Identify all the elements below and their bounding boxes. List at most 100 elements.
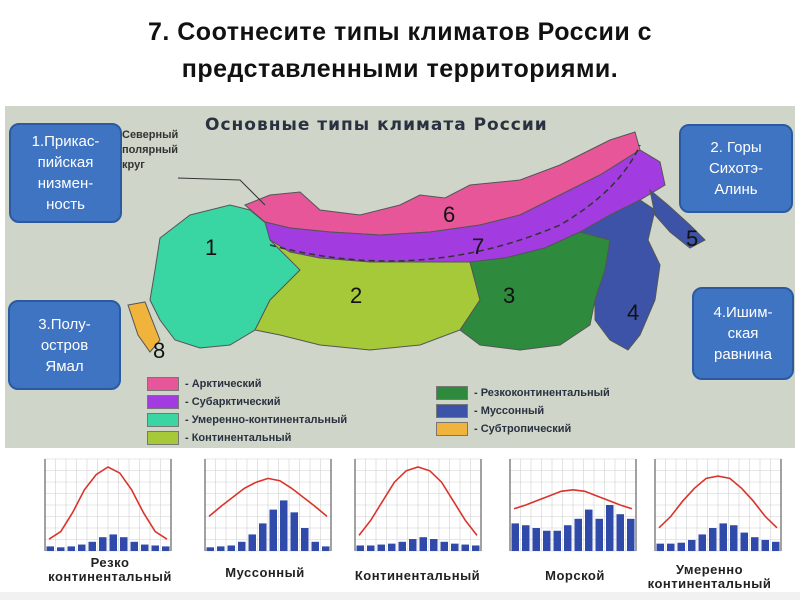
precip-bar — [564, 525, 572, 551]
precip-bar — [472, 545, 480, 551]
precip-bar — [677, 542, 685, 551]
precip-bar — [522, 525, 530, 551]
precip-bar — [430, 539, 438, 551]
region-continental — [254, 239, 481, 351]
climate-chart-2 — [204, 458, 332, 552]
climate-chart-5 — [654, 458, 782, 552]
precip-bar — [322, 546, 330, 551]
callout-2-line2: Сихотэ- — [708, 160, 764, 177]
precip-bar — [269, 509, 277, 551]
map-number-3: 3 — [503, 283, 516, 308]
chart-label-1: Резко континентальный — [30, 556, 190, 584]
precip-bar — [688, 539, 696, 551]
polar-label-line1: Северный — [122, 129, 179, 141]
callout-3-line1: 3.Полу- — [38, 315, 91, 333]
temperature-curve — [48, 466, 168, 540]
legend-swatch — [147, 377, 179, 391]
chart-label-2-line1: Муссонный — [225, 565, 305, 580]
legend-continental: - Континентальный — [147, 431, 291, 445]
precip-bar — [78, 544, 86, 551]
legend-label: - Умеренно-континентальный — [185, 414, 348, 426]
legend-label: - Субтропический — [474, 423, 572, 435]
map-number-6: 6 — [443, 202, 456, 227]
precip-bar — [206, 547, 214, 551]
precip-bar — [57, 547, 65, 551]
precip-bar — [543, 530, 551, 551]
legend-label: - Резкоконтинентальный — [474, 387, 610, 399]
temperature-curve — [358, 466, 478, 536]
precip-bar — [238, 541, 246, 551]
precip-bar — [88, 541, 96, 551]
precip-bar — [301, 528, 309, 551]
precip-bar — [553, 530, 561, 551]
region-sharply-continental — [459, 231, 611, 351]
callout-2-line3: Алинь — [714, 181, 758, 198]
temperature-curve — [658, 475, 778, 529]
climate-chart-4 — [509, 458, 637, 552]
bottom-strip — [0, 592, 800, 600]
precip-bar — [67, 546, 75, 551]
chart-label-1-line1: Резко — [90, 555, 130, 570]
legend-label: - Субарктический — [185, 396, 281, 408]
precip-bar — [162, 546, 170, 551]
precip-bar — [532, 528, 540, 551]
callout-yamal[interactable]: 3.Полу- остров Ямал — [8, 300, 121, 390]
precip-bar — [698, 534, 706, 551]
polar-circle-label: Северный полярный круг — [122, 128, 178, 173]
polar-circle-line — [269, 144, 641, 262]
callout-ishim-plain[interactable]: 4.Ишим- ская равнина — [692, 287, 794, 380]
precip-bar — [290, 512, 298, 551]
precip-bar — [709, 528, 717, 551]
precip-bar — [772, 541, 780, 551]
map-number-1: 1 — [205, 235, 218, 260]
chart-label-4: Морской — [510, 569, 640, 583]
legend-swatch — [436, 404, 468, 418]
precip-bar — [751, 537, 759, 551]
slide-title-line1: 7. Соотнесите типы климатов России с — [147, 18, 653, 46]
precip-bar — [585, 509, 593, 551]
precip-bar — [367, 545, 375, 551]
polar-label-line2: полярный — [122, 144, 179, 156]
precip-bar — [46, 546, 54, 551]
legend-label: - Континентальный — [185, 432, 292, 444]
precip-bar — [511, 523, 519, 551]
precip-bar — [606, 505, 614, 551]
temperature-curve — [513, 488, 633, 510]
chart-label-5-line2: континентальный — [647, 576, 772, 591]
legend-swatch — [147, 431, 179, 445]
legend-arctic: - Арктический — [147, 377, 262, 391]
precip-bar — [656, 543, 664, 551]
region-monsoon — [578, 199, 661, 351]
slide-title-line2: представленными территориями. — [181, 55, 619, 83]
callout-sikhote-alin[interactable]: 2. Горы Сихотэ- Алинь — [679, 124, 793, 213]
legend-label: - Арктический — [185, 378, 262, 390]
precip-bar — [595, 518, 603, 551]
callout-1-line1: 1.Прикас- — [31, 133, 100, 150]
callout-3-line2: остров — [40, 336, 89, 354]
map-number-7: 7 — [472, 234, 485, 259]
precip-bar — [398, 541, 406, 551]
russia-map-drawing — [127, 131, 706, 353]
legend-sharply-continental: - Резкоконтинентальный — [436, 386, 610, 400]
climate-chart-3 — [354, 458, 482, 552]
precip-bar — [574, 518, 582, 551]
precip-bar — [451, 543, 459, 551]
map-number-8: 8 — [153, 338, 166, 363]
precip-bar — [440, 541, 448, 551]
callout-caspian-lowland[interactable]: 1.Прикас- пийская низмен- ность — [9, 123, 122, 223]
precip-bar — [151, 545, 159, 551]
chart-label-5-line1: Умеренно — [675, 562, 744, 577]
callout-1-line3: низмен- — [37, 175, 94, 192]
precip-bar — [311, 541, 319, 551]
precip-bar — [217, 546, 225, 551]
callout-1-line4: ность — [46, 196, 85, 213]
precip-bar — [120, 537, 128, 551]
legend-swatch — [436, 422, 468, 436]
region-subtropical — [127, 301, 161, 353]
map-number-5: 5 — [686, 226, 699, 251]
precip-bar — [627, 518, 635, 551]
precip-bar — [419, 537, 427, 551]
legend-swatch — [147, 395, 179, 409]
region-kamchatka — [649, 188, 706, 249]
callout-1-line2: пийская — [37, 154, 94, 171]
